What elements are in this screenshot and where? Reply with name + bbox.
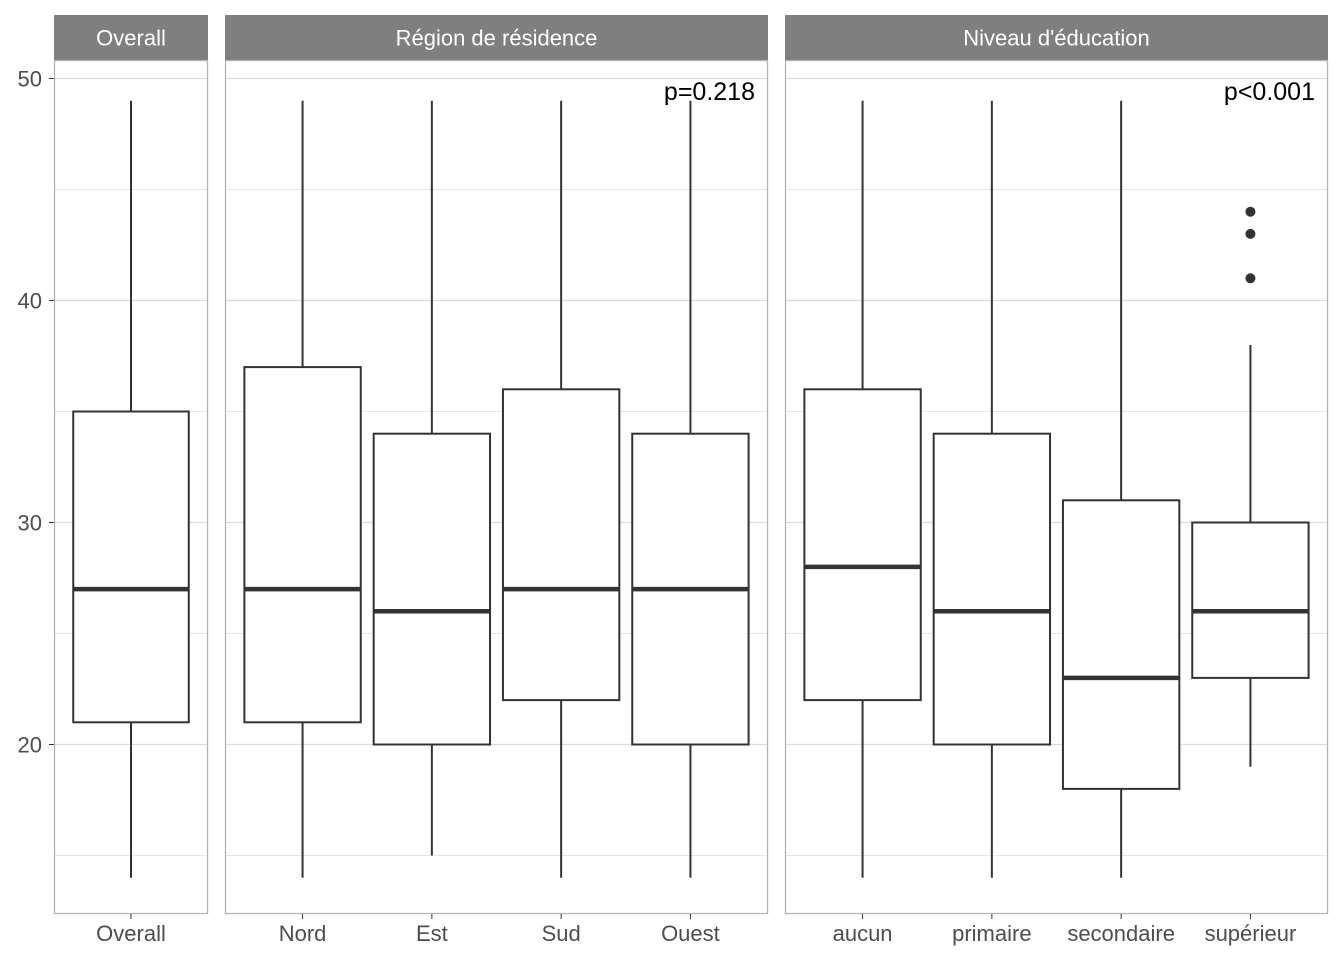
facet-strip [785,15,1328,60]
x-axis-tick-label: supérieur [1205,921,1297,946]
outlier-point [1245,206,1256,217]
facet-strip [54,15,208,60]
box-iqr [803,388,922,702]
box-iqr [243,366,362,724]
p-value-annotation: p<0.001 [1224,78,1315,106]
outlier-point [1245,273,1256,284]
panel-border [784,59,1329,915]
box-iqr [1191,521,1310,679]
x-axis-tick-label: Sud [542,921,581,946]
outlier-point [1245,228,1256,239]
x-axis-tick-label: aucun [833,921,893,946]
y-axis-tick-label: 40 [18,289,42,314]
x-axis-tick-label: Nord [279,921,327,946]
box-iqr [1061,499,1181,790]
y-axis-tick-label: 20 [18,733,42,758]
x-axis-tick-label: Est [416,921,448,946]
x-axis-tick-label: secondaire [1067,921,1175,946]
y-axis-tick-label: 30 [18,511,42,536]
facet-strip-title: Overall [96,26,166,51]
x-axis-tick-label: Overall [96,921,166,946]
box-iqr [372,432,492,746]
box-iqr [72,410,190,724]
box-iqr [501,388,621,702]
x-axis-tick-label: primaire [952,921,1031,946]
box-iqr [932,432,1052,746]
panel-border [224,59,769,915]
facet-strip [225,15,768,60]
x-axis-tick-label: Ouest [661,921,720,946]
p-value-annotation: p=0.218 [664,78,755,106]
y-axis-tick-label: 50 [18,67,42,92]
facet-strip-title: Région de résidence [396,26,598,51]
facet-strip-title: Niveau d'éducation [963,26,1149,51]
panel-border [53,59,209,915]
